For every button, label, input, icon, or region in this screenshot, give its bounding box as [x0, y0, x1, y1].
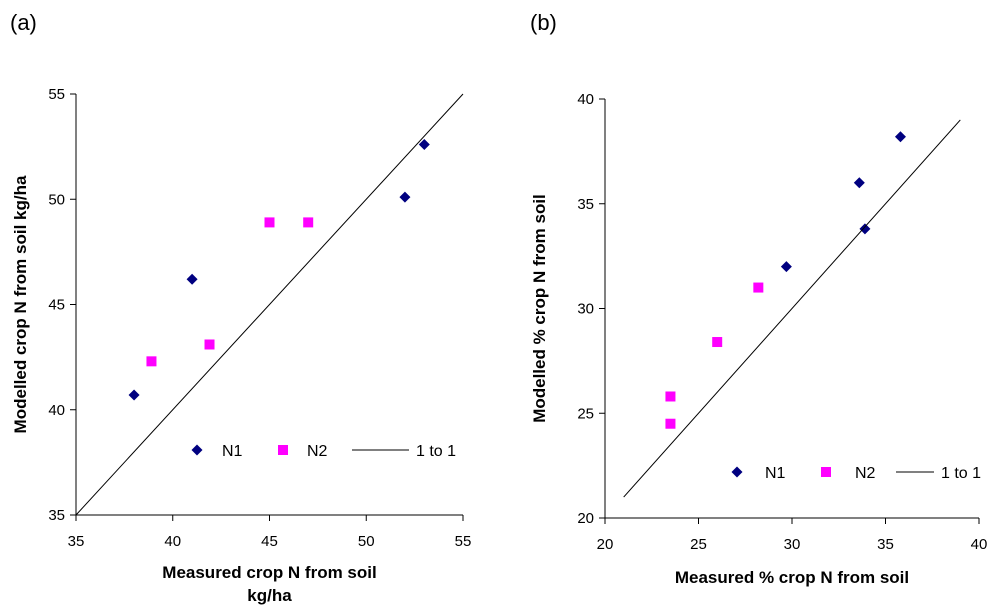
chart-panel-a: (a) 35 40 45 50 55 35 40 45 50 55 Measured crop N f… [10, 10, 471, 605]
y-tick-label: 55 [48, 86, 65, 103]
y-tick-label: 40 [48, 402, 65, 419]
data-point-n1-3 [399, 191, 411, 203]
data-point-n1-1 [780, 261, 792, 273]
data-point-n2-2 [204, 339, 215, 350]
legend-label-n1: N1 [222, 443, 243, 460]
legend: N1 N2 1 to 1 [731, 465, 981, 482]
y-axis-title: Modelled % crop N from soil [530, 194, 549, 423]
y-tick-label: 35 [577, 196, 594, 213]
data-point-n2-2 [665, 418, 676, 429]
y-tick-label: 25 [577, 405, 594, 422]
data-point-n2-3 [712, 337, 723, 348]
y-tick-label: 20 [577, 510, 594, 527]
x-tick-label: 25 [690, 536, 707, 553]
one-to-one-line [623, 119, 961, 498]
legend-marker-n2 [278, 445, 288, 455]
x-tick-label: 50 [358, 533, 375, 550]
x-tick-label: 40 [971, 536, 988, 553]
y-tick-label: 35 [48, 507, 65, 524]
data-point-n2-4 [753, 282, 764, 293]
y-tick-label: 40 [577, 91, 594, 108]
panel-label: (a) [10, 10, 37, 35]
one-to-one-line [75, 93, 464, 516]
data-point-n1-2 [853, 177, 865, 189]
x-axis-title: Measured crop N from soil [162, 563, 376, 582]
y-tick-label: 50 [48, 191, 65, 208]
y-axis-title: Modelled crop N from soil kg/ha [11, 175, 30, 433]
data-point-n2-4 [303, 217, 314, 228]
data-point-n1-2 [186, 273, 198, 285]
legend-marker-n1 [731, 466, 743, 478]
data-point-n2-1 [146, 356, 157, 367]
x-tick-label: 45 [261, 533, 278, 550]
x-axis-title: Measured % crop N from soil [675, 568, 909, 587]
y-tick-label: 45 [48, 297, 65, 314]
data-point-n1-4 [418, 139, 430, 151]
x-tick-label: 30 [784, 536, 801, 553]
chart-panel-b: (b) 20 25 30 35 40 20 25 30 35 40 Measured % crop N… [530, 10, 987, 587]
legend-label-1to1: 1 to 1 [941, 465, 981, 482]
data-point-n1-3 [859, 223, 871, 235]
x-tick-label: 20 [597, 536, 614, 553]
legend-label-1to1: 1 to 1 [416, 443, 456, 460]
legend-marker-n2 [821, 467, 831, 477]
data-point-n1-4 [894, 131, 906, 143]
data-point-n2-1 [665, 391, 676, 402]
x-tick-label: 35 [68, 533, 85, 550]
data-point-n2-3 [264, 217, 275, 228]
legend-label-n2: N2 [855, 465, 876, 482]
legend: N1 N2 1 to 1 [191, 443, 456, 460]
legend-label-n1: N1 [765, 465, 786, 482]
x-axis-title: kg/ha [247, 586, 292, 605]
legend-label-n2: N2 [307, 443, 328, 460]
panel-label: (b) [530, 10, 557, 35]
y-tick-label: 30 [577, 301, 594, 318]
legend-marker-n1 [191, 444, 203, 456]
x-tick-label: 35 [877, 536, 894, 553]
x-tick-label: 40 [164, 533, 181, 550]
x-tick-label: 55 [455, 533, 472, 550]
data-point-n1-1 [128, 389, 140, 401]
